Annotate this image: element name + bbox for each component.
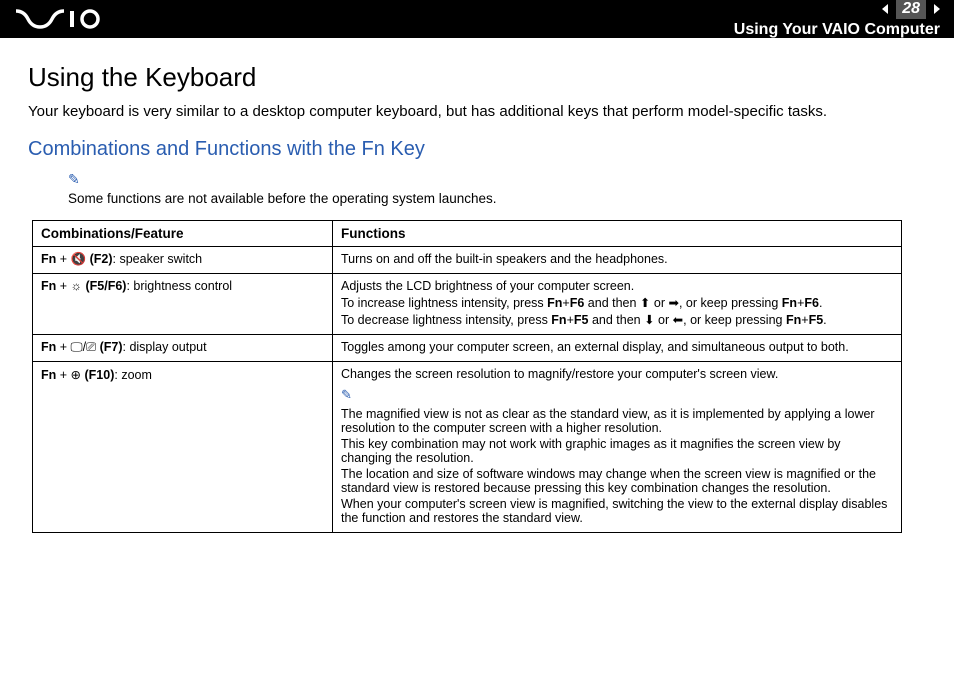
right-icon: ➡	[668, 296, 678, 310]
prev-page-arrow[interactable]	[878, 1, 894, 17]
zoom-icon: ⊕	[71, 368, 81, 382]
pencil-icon: ✎	[68, 171, 926, 188]
t: , or keep pressing	[683, 313, 786, 327]
t: Fn	[782, 296, 797, 310]
func-line1: Adjusts the LCD brightness of your compu…	[341, 279, 893, 293]
subheading: Combinations and Functions with the Fn K…	[28, 138, 926, 161]
combo-desc: : brightness control	[126, 279, 232, 293]
speaker-icon: 🔇	[71, 252, 87, 266]
th-functions: Functions	[333, 221, 902, 247]
page-title: Using the Keyboard	[28, 62, 926, 93]
t: and then	[584, 296, 640, 310]
table-row: Fn + 🖵/⎚ (F7): display output Toggles am…	[33, 335, 902, 362]
header-bar: 28 Using Your VAIO Computer	[0, 0, 954, 38]
combo-cell: Fn + 🖵/⎚ (F7): display output	[33, 335, 333, 362]
display-icon-1: 🖵	[71, 340, 83, 354]
table-row: Fn + 🔇 (F2): speaker switch Turns on and…	[33, 247, 902, 274]
t: .	[819, 296, 822, 310]
fn-key: (F10)	[85, 368, 115, 382]
note-block: ✎ Some functions are not available befor…	[68, 171, 926, 208]
pencil-icon: ✎	[341, 387, 893, 403]
t: +	[562, 296, 569, 310]
next-page-arrow[interactable]	[928, 1, 944, 17]
fn-key: (F7)	[100, 340, 123, 354]
table-row: Fn + ⊕ (F10): zoom Changes the screen re…	[33, 362, 902, 533]
fn-prefix: Fn	[41, 279, 56, 293]
fn-table: Combinations/Feature Functions Fn + 🔇 (F…	[32, 220, 902, 533]
fn-key: (F2)	[90, 252, 113, 266]
t: F5	[809, 313, 824, 327]
t: .	[823, 313, 826, 327]
t: +	[801, 313, 808, 327]
combo-cell: Fn + ⊕ (F10): zoom	[33, 362, 333, 533]
t: To increase lightness intensity, press	[341, 296, 547, 310]
intro-text: Your keyboard is very similar to a deskt…	[28, 103, 926, 120]
func-cell: Changes the screen resolution to magnify…	[333, 362, 902, 533]
vaio-logo-svg	[16, 9, 106, 29]
section-label: Using Your VAIO Computer	[734, 21, 940, 39]
t: To decrease lightness intensity, press	[341, 313, 551, 327]
fn-prefix: Fn	[41, 340, 56, 354]
combo-desc: : display output	[123, 340, 207, 354]
combo-desc: : zoom	[114, 368, 152, 382]
down-icon: ⬇	[644, 313, 654, 327]
t: Fn	[547, 296, 562, 310]
note-text: Some functions are not available before …	[68, 191, 497, 206]
t: +	[567, 313, 574, 327]
func-line3: To decrease lightness intensity, press F…	[341, 312, 893, 327]
t: F6	[570, 296, 585, 310]
main-content: Using the Keyboard Your keyboard is very…	[0, 38, 954, 543]
th-combinations: Combinations/Feature	[33, 221, 333, 247]
t: Fn	[551, 313, 566, 327]
fn-key: (F5/F6)	[85, 279, 126, 293]
vaio-logo	[16, 9, 106, 29]
left-icon: ⬅	[673, 313, 683, 327]
table-row: Fn + ☼ (F5/F6): brightness control Adjus…	[33, 274, 902, 335]
func-n4: When your computer's screen view is magn…	[341, 497, 893, 525]
func-cell: Turns on and off the built-in speakers a…	[333, 247, 902, 274]
display-icon-2: ⎚	[86, 340, 96, 354]
t: Fn	[786, 313, 801, 327]
func-text: Turns on and off the built-in speakers a…	[341, 252, 893, 266]
up-icon: ⬆	[640, 296, 650, 310]
t: , or keep pressing	[679, 296, 782, 310]
t: F6	[804, 296, 819, 310]
func-n2: This key combination may not work with g…	[341, 437, 893, 465]
combo-cell: Fn + ☼ (F5/F6): brightness control	[33, 274, 333, 335]
t: or	[650, 296, 668, 310]
func-cell: Toggles among your computer screen, an e…	[333, 335, 902, 362]
t: and then	[588, 313, 644, 327]
fn-prefix: Fn	[41, 252, 56, 266]
func-cell: Adjusts the LCD brightness of your compu…	[333, 274, 902, 335]
combo-cell: Fn + 🔇 (F2): speaker switch	[33, 247, 333, 274]
fn-prefix: Fn	[41, 368, 56, 382]
page-number: 28	[896, 0, 926, 19]
brightness-icon: ☼	[71, 279, 82, 293]
func-l1: Changes the screen resolution to magnify…	[341, 367, 893, 381]
t: or	[655, 313, 673, 327]
header-nav: 28 Using Your VAIO Computer	[734, 0, 944, 39]
func-n1: The magnified view is not as clear as th…	[341, 407, 893, 435]
func-line2: To increase lightness intensity, press F…	[341, 295, 893, 310]
t: F5	[574, 313, 589, 327]
func-text: Toggles among your computer screen, an e…	[341, 340, 893, 354]
func-n3: The location and size of software window…	[341, 467, 893, 495]
combo-desc: : speaker switch	[113, 252, 203, 266]
